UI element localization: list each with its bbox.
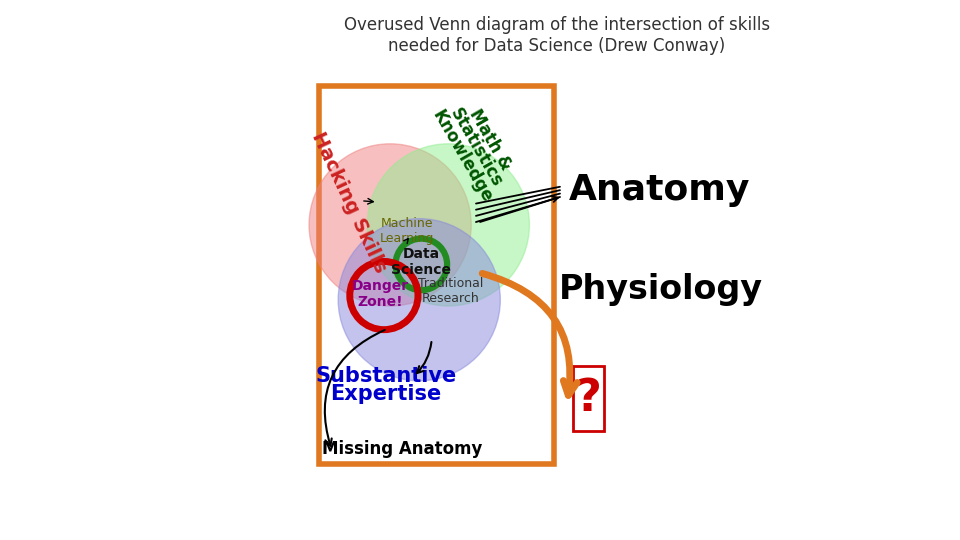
Text: ?: ? bbox=[576, 377, 601, 420]
Circle shape bbox=[309, 144, 471, 306]
Text: Substantive
Expertise: Substantive Expertise bbox=[315, 366, 457, 404]
Text: Physiology: Physiology bbox=[559, 273, 762, 306]
Text: Traditional
Research: Traditional Research bbox=[418, 278, 483, 306]
Text: Machine
Learning: Machine Learning bbox=[380, 217, 434, 245]
Text: Math &
Statistics
Knowledge: Math & Statistics Knowledge bbox=[428, 90, 524, 206]
Text: Data
Science: Data Science bbox=[392, 247, 451, 278]
Circle shape bbox=[368, 144, 529, 306]
Text: Anatomy: Anatomy bbox=[569, 173, 751, 206]
Circle shape bbox=[338, 219, 500, 381]
Bar bbox=[320, 85, 554, 464]
Text: Danger
Zone!: Danger Zone! bbox=[352, 279, 409, 309]
Bar bbox=[573, 366, 604, 431]
Text: Missing Anatomy: Missing Anatomy bbox=[323, 440, 483, 458]
Text: Hacking Skills: Hacking Skills bbox=[307, 129, 390, 275]
Text: Overused Venn diagram of the intersection of skills
needed for Data Science (Dre: Overused Venn diagram of the intersectio… bbox=[344, 16, 770, 55]
